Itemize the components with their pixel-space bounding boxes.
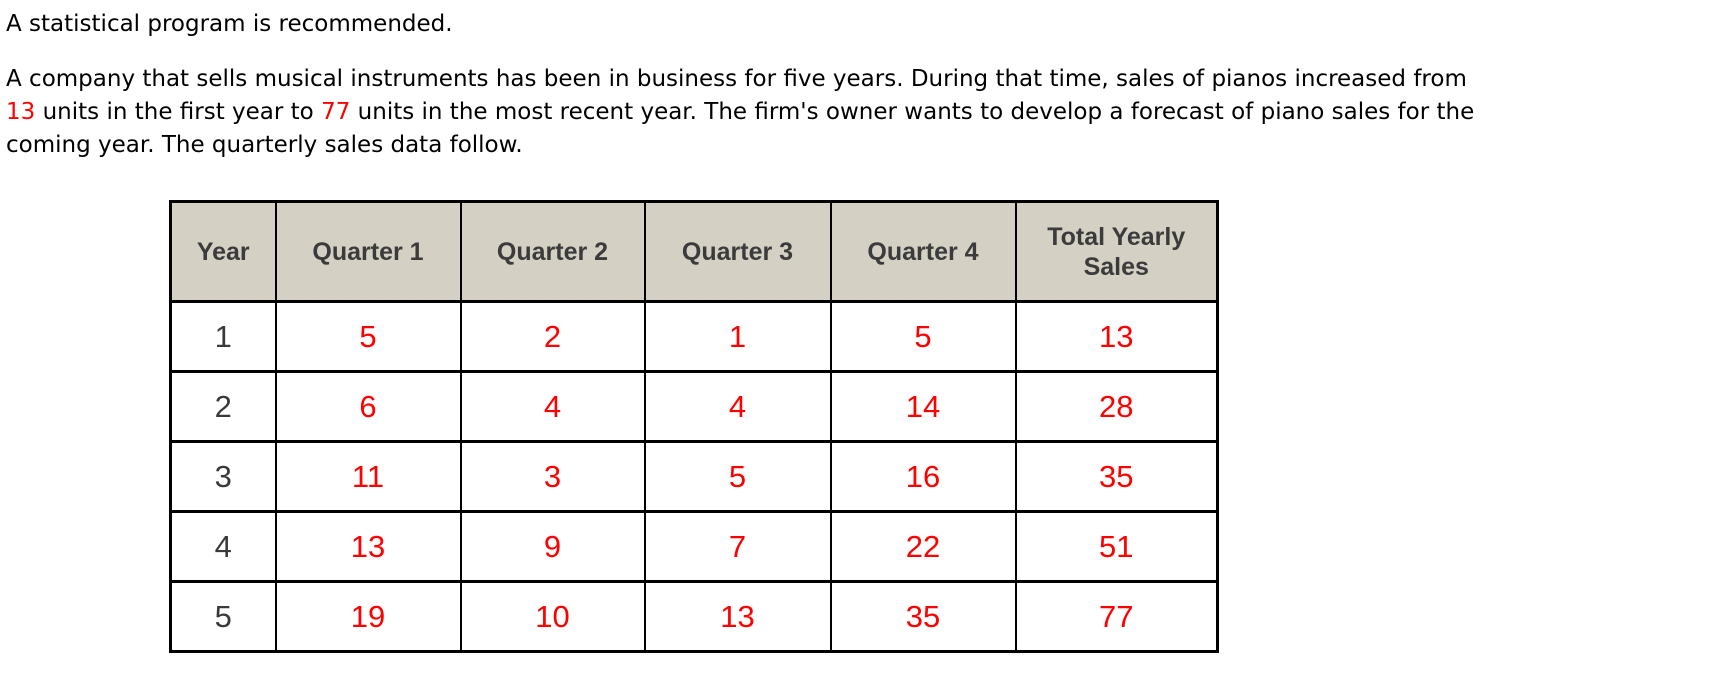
table-cell-q1: 13 [274, 510, 462, 583]
table-cell-total: 77 [1014, 580, 1219, 653]
table-cell-total: 51 [1014, 510, 1219, 583]
header-quarter-4: Quarter 4 [829, 200, 1017, 303]
statement-line3: coming year. The quarterly sales data fo… [6, 132, 523, 158]
table-cell-q2: 10 [459, 580, 646, 653]
table-cell-year: 2 [169, 370, 277, 443]
table-cell-q2: 2 [459, 300, 646, 373]
recent-year-units-value: 77 [321, 99, 351, 125]
table-cell-total: 35 [1014, 440, 1219, 513]
table-cell-total: 28 [1014, 370, 1219, 443]
table-cell-q1: 19 [274, 580, 462, 653]
table-cell-q3: 5 [643, 440, 832, 513]
header-quarter-2: Quarter 2 [459, 200, 646, 303]
statement-line1: A company that sells musical instruments… [6, 66, 1467, 92]
table-cell-year: 3 [169, 440, 277, 513]
table-cell-year: 4 [169, 510, 277, 583]
table-cell-q3: 1 [643, 300, 832, 373]
header-quarter-1: Quarter 1 [274, 200, 462, 303]
table-header-row: Year Quarter 1 Quarter 2 Quarter 3 Quart… [169, 200, 1219, 303]
table-row: 1 5 2 1 5 13 [169, 300, 1219, 373]
table-row: 4 13 9 7 22 51 [169, 510, 1219, 583]
table-cell-q2: 4 [459, 370, 646, 443]
first-year-units-value: 13 [6, 99, 36, 125]
table-cell-q1: 5 [274, 300, 462, 373]
table-cell-year: 1 [169, 300, 277, 373]
table-cell-q3: 13 [643, 580, 832, 653]
table-row: 5 19 10 13 35 77 [169, 580, 1219, 653]
table-cell-q4: 16 [829, 440, 1017, 513]
header-total-yearly-sales: Total Yearly Sales [1014, 200, 1219, 303]
table-cell-q4: 14 [829, 370, 1017, 443]
statement-line2-mid: units in the first year to [35, 99, 322, 125]
table-row: 3 11 3 5 16 35 [169, 440, 1219, 513]
table-cell-q1: 6 [274, 370, 462, 443]
table-cell-q4: 22 [829, 510, 1017, 583]
header-quarter-3: Quarter 3 [643, 200, 832, 303]
table-cell-q3: 4 [643, 370, 832, 443]
intro-text: A statistical program is recommended. [6, 11, 453, 37]
table-cell-year: 5 [169, 580, 277, 653]
table-cell-q1: 11 [274, 440, 462, 513]
table-cell-q4: 5 [829, 300, 1017, 373]
problem-statement: A company that sells musical instruments… [6, 63, 1606, 162]
table-cell-q2: 3 [459, 440, 646, 513]
table-cell-q2: 9 [459, 510, 646, 583]
table-cell-q4: 35 [829, 580, 1017, 653]
header-year: Year [169, 200, 277, 303]
table-cell-total: 13 [1014, 300, 1219, 373]
quarterly-sales-table: Year Quarter 1 Quarter 2 Quarter 3 Quart… [169, 200, 1219, 653]
table-cell-q3: 7 [643, 510, 832, 583]
table-row: 2 6 4 4 14 28 [169, 370, 1219, 443]
statement-line2-tail: units in the most recent year. The firm'… [350, 99, 1475, 125]
